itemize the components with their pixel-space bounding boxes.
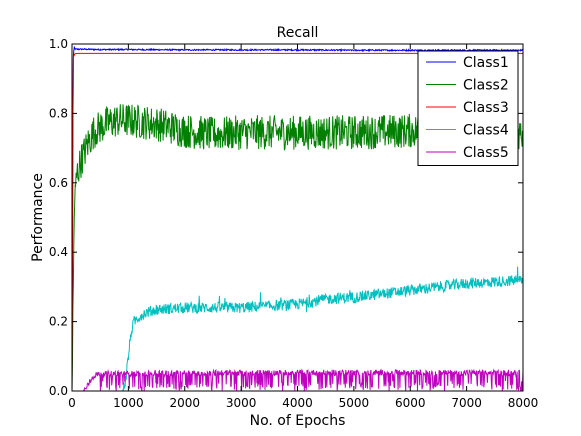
x-tick-label: 8000 <box>508 396 539 410</box>
y-tick-label: 0.4 <box>49 245 68 259</box>
x-tick-label: 1000 <box>113 396 144 410</box>
y-tick-label: 0.6 <box>49 176 68 190</box>
y-tick-label: 1.0 <box>49 37 68 51</box>
x-tick-label: 2000 <box>169 396 200 410</box>
legend-label-class1: Class1 <box>463 55 509 71</box>
legend-label-class3: Class3 <box>463 100 509 116</box>
y-tick-label: 0.0 <box>49 384 68 398</box>
legend-box <box>417 50 519 166</box>
legend-label-class2: Class2 <box>463 78 509 94</box>
ticks-layer: 0 1000 2000 3000 4000 5000 6000 7000 8000 0.0 0.2 0… <box>49 37 538 410</box>
chart-title: Recall <box>277 25 319 41</box>
series-line-class1 <box>72 45 523 391</box>
x-tick-label: 7000 <box>451 396 482 410</box>
x-axis-title: No. of Epochs <box>250 413 346 429</box>
legend: Class1 Class2 Class3 Class4 Class5 <box>417 50 519 166</box>
x-tick-label: 4000 <box>282 396 313 410</box>
y-tick-label: 0.8 <box>49 106 68 120</box>
series-line-class5 <box>72 368 523 391</box>
series-line-class4 <box>72 266 523 391</box>
x-tick-label: 5000 <box>339 396 370 410</box>
y-axis-title: Performance <box>30 173 46 262</box>
x-tick-label: 3000 <box>226 396 257 410</box>
legend-label-class5: Class5 <box>463 145 509 161</box>
x-tick-label: 0 <box>68 396 76 410</box>
x-tick-label: 6000 <box>395 396 426 410</box>
legend-label-class4: Class4 <box>463 123 509 139</box>
y-tick-label: 0.2 <box>49 315 68 329</box>
